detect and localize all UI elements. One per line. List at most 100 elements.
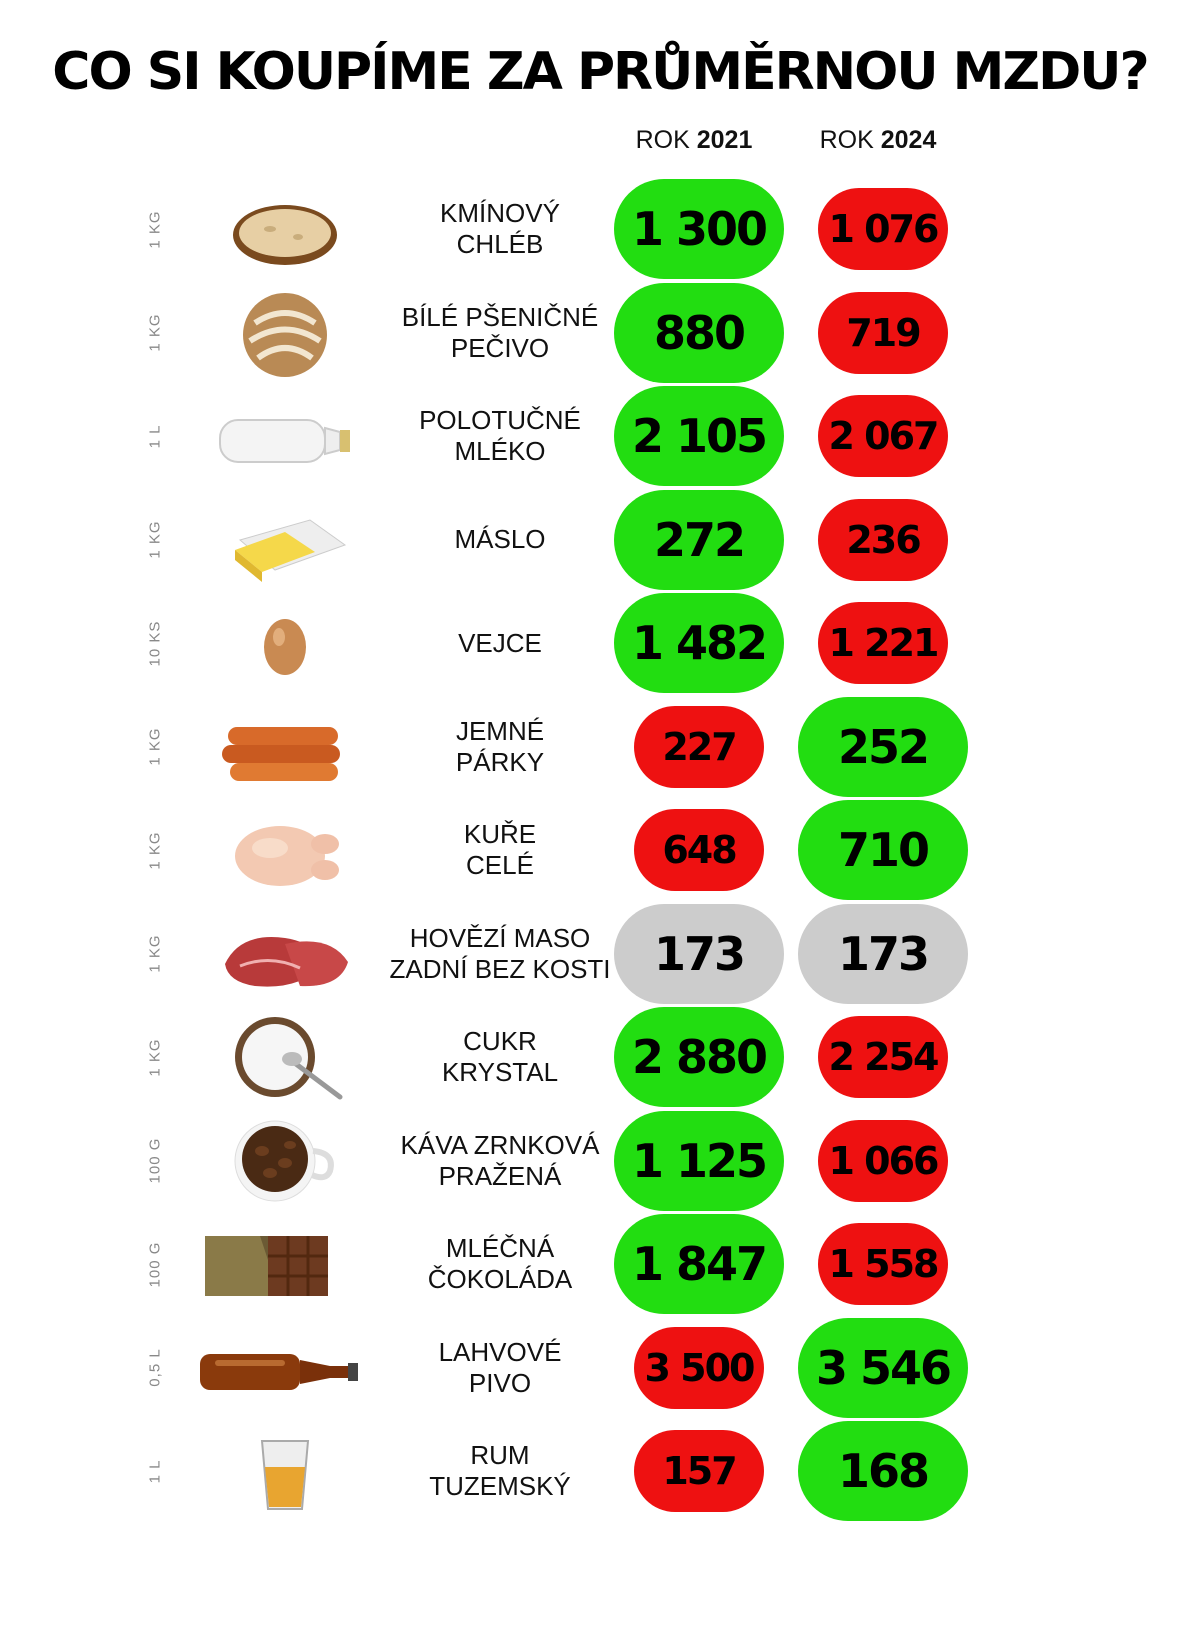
table-row: 1 KG KMÍNOVÝ CHLÉB 1 300 1 076: [0, 175, 1200, 283]
unit-text: 10 KS: [146, 620, 164, 666]
column-header-2021: ROK 2021: [635, 126, 753, 154]
value-2024: 1 558: [818, 1223, 948, 1305]
value-2024: 719: [818, 291, 948, 374]
unit-label: 1 KG: [135, 175, 175, 283]
table-row: 1 L POLOTUČNÉ MLÉKO 2 105 2 067: [0, 382, 1200, 490]
unit-text: 1 KG: [146, 727, 164, 766]
rum-glass-icon: [260, 1440, 310, 1510]
item-name: RUM TUZEMSKÝ: [380, 1417, 620, 1525]
unit-text: 0,5 L: [146, 1348, 164, 1387]
item-name-line: MÁSLO: [454, 524, 546, 554]
item-name-line: KUŘE: [463, 819, 537, 849]
value-2024: 173: [798, 903, 968, 1004]
unit-text: 1 KG: [146, 520, 164, 559]
value-2024: 1 066: [818, 1119, 948, 1202]
item-name-line: BÍLÉ PŠENIČNÉ: [401, 301, 599, 332]
value-2024: 252: [798, 696, 968, 797]
unit-text: 1 KG: [146, 209, 164, 249]
unit-text: 100 G: [146, 1241, 164, 1287]
table-row: 1 L RUM TUZEMSKÝ 157 168: [0, 1417, 1200, 1525]
table-row: 1 KG CUKR KRYSTAL 2 880 2 254: [0, 1003, 1200, 1111]
bread-icon: [233, 205, 337, 265]
unit-label: 0,5 L: [135, 1314, 175, 1422]
item-name: MÁSLO: [380, 486, 620, 594]
egg-icon: [264, 619, 306, 675]
value-2021: 1 847: [614, 1214, 784, 1314]
unit-text: 100 G: [146, 1137, 164, 1184]
item-name-line: RUM: [470, 1440, 530, 1470]
unit-text: 1 KG: [146, 313, 164, 352]
item-name-line: VEJCE: [458, 627, 542, 658]
item-name: CUKR KRYSTAL: [380, 1003, 620, 1111]
column-header-2024: ROK 2024: [819, 126, 937, 154]
unit-label: 1 KG: [135, 1003, 175, 1111]
chicken-icon: [235, 826, 339, 886]
value-2021: 2 880: [614, 1007, 784, 1107]
item-name-line: HOVĚZÍ MASO: [409, 922, 591, 953]
unit-label: 1 KG: [135, 693, 175, 801]
item-name: HOVĚZÍ MASO ZADNÍ BEZ KOSTI: [380, 900, 620, 1008]
value-2021: 1 482: [614, 593, 784, 693]
item-name-line: CUKR: [463, 1026, 537, 1056]
value-2024: 3 546: [798, 1317, 968, 1418]
unit-label: 100 G: [135, 1210, 175, 1318]
unit-label: 1 KG: [135, 796, 175, 904]
value-2024: 168: [798, 1421, 968, 1521]
table-row: 1 KG BÍLÉ PŠENIČNÉ PEČIVO 880 719: [0, 279, 1200, 387]
value-2024: 1 221: [818, 602, 948, 684]
unit-text: 1 KG: [146, 830, 164, 870]
item-name: POLOTUČNÉ MLÉKO: [380, 382, 620, 490]
item-name: BÍLÉ PŠENIČNÉ PEČIVO: [380, 279, 620, 387]
value-2021: 157: [634, 1430, 764, 1512]
table-row: 1 KG MÁSLO 272 236: [0, 486, 1200, 594]
coffee-beans-icon: [234, 1120, 334, 1201]
table-row: 1 KG JEMNÉ PÁRKY 227 252: [0, 693, 1200, 801]
value-2021: 1 125: [614, 1110, 784, 1211]
item-name-line: PIVO: [468, 1367, 532, 1398]
value-2021: 2 105: [614, 386, 784, 486]
unit-text: 1 L: [146, 1459, 164, 1483]
item-name: VEJCE: [380, 589, 620, 697]
wheat-bread-icon: [243, 292, 327, 377]
item-name: MLÉČNÁ ČOKOLÁDA: [380, 1210, 620, 1318]
table-row: 1 KG HOVĚZÍ MASO ZADNÍ BEZ KOSTI 173 173: [0, 900, 1200, 1008]
value-2021: 272: [614, 489, 784, 590]
value-2024: 236: [818, 498, 948, 581]
page-title: CO SI KOUPÍME ZA PRŮMĚRNOU MZDU?: [52, 42, 1149, 102]
table-row: 100 G MLÉČNÁ ČOKOLÁDA 1 847 1 558: [0, 1210, 1200, 1318]
unit-text: 1 L: [146, 424, 164, 448]
item-name-line: KMÍNOVÝ: [440, 198, 560, 228]
item-name: KMÍNOVÝ CHLÉB: [380, 175, 620, 283]
item-name-line: PRAŽENÁ: [438, 1160, 562, 1191]
value-2021: 227: [634, 705, 764, 788]
item-name: KUŘE CELÉ: [380, 796, 620, 904]
item-name-line: PEČIVO: [450, 332, 550, 363]
unit-label: 1 KG: [135, 486, 175, 594]
value-2021: 3 500: [634, 1326, 764, 1409]
item-name-line: LAHVOVÉ: [438, 1336, 562, 1367]
value-2021: 173: [614, 903, 784, 1004]
unit-label: 10 KS: [135, 589, 175, 697]
unit-label: 1 L: [135, 1417, 175, 1525]
value-2024: 710: [798, 800, 968, 900]
value-2024: 2 254: [818, 1016, 948, 1098]
item-name-line: CELÉ: [466, 850, 534, 880]
item-name-line: MLÉKO: [454, 436, 546, 466]
unit-label: 100 G: [135, 1107, 175, 1215]
item-name: JEMNÉ PÁRKY: [380, 693, 620, 801]
value-2021: 880: [614, 282, 784, 383]
value-2024: 1 076: [818, 188, 948, 270]
sugar-bowl-icon: [235, 1017, 343, 1100]
table-row: 1 KG KUŘE CELÉ 648 710: [0, 796, 1200, 904]
unit-text: 1 KG: [146, 1037, 164, 1077]
table-row: 100 G KÁVA ZRNKOVÁ PRAŽENÁ 1 125 1 066: [0, 1107, 1200, 1215]
item-name: KÁVA ZRNKOVÁ PRAŽENÁ: [380, 1107, 620, 1215]
item-name-line: CHLÉB: [456, 229, 544, 259]
item-name-line: KRYSTAL: [441, 1057, 559, 1087]
chocolate-bar-icon: [205, 1236, 328, 1296]
beer-bottle-icon: [200, 1353, 358, 1390]
unit-label: 1 KG: [135, 279, 175, 387]
unit-label: 1 L: [135, 382, 175, 490]
item-name-line: MLÉČNÁ: [445, 1233, 555, 1263]
item-name-line: JEMNÉ: [455, 715, 545, 746]
